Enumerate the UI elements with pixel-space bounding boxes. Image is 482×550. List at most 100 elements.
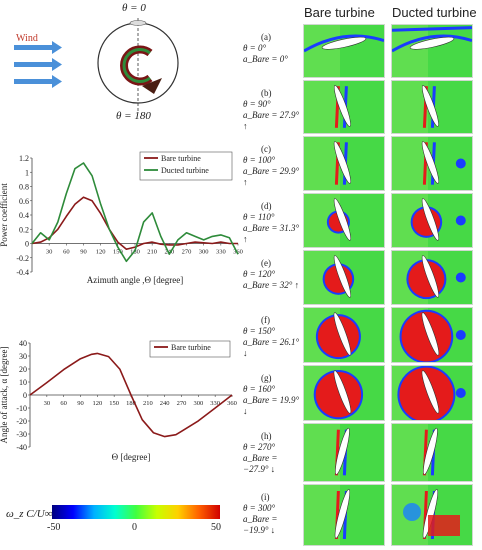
- airfoil: [333, 370, 352, 414]
- vortex-sheet: [304, 34, 384, 53]
- y-tick-label: 10: [19, 378, 27, 387]
- panel-theta: θ = 150°: [243, 326, 276, 336]
- y-tick-label: 40: [19, 339, 27, 348]
- x-tick-label: 240: [164, 249, 174, 256]
- legend-entry: Ducted turbine: [161, 166, 209, 175]
- flow-shade: [304, 25, 340, 77]
- colorbar-tick-max: 50: [211, 522, 221, 533]
- series-line-ducted: [31, 162, 239, 263]
- y-tick-label: 0: [25, 240, 29, 249]
- vorticity-field-ducted: [391, 24, 473, 78]
- vorticity-field-ducted: [391, 423, 473, 482]
- y-axis-label: Power coefficient: [0, 183, 9, 247]
- x-tick-label: 330: [210, 400, 220, 407]
- panel-theta: θ = 120°: [243, 269, 276, 279]
- y-tick-label: -0.2: [16, 254, 29, 263]
- x-tick-label: 210: [147, 249, 157, 256]
- vorticity-field-ducted: [391, 484, 473, 546]
- y-tick-label: 0: [23, 391, 27, 400]
- vorticity-field-bare: [303, 250, 385, 305]
- legend: [139, 151, 233, 181]
- flow-shade: [304, 424, 340, 481]
- legend-entry: Bare turbine: [161, 154, 201, 163]
- airfoil: [409, 36, 455, 50]
- angle-of-attack-chart: 40 30 20 10 0 -10 -20 -30 -40 30 60 90 120 150 180 210 2…: [0, 339, 237, 462]
- x-tick-label: 270: [182, 249, 192, 256]
- wind-label: Wind: [16, 33, 38, 44]
- x-tick-label: 300: [199, 249, 209, 256]
- y-tick-label: 0.6: [19, 197, 29, 206]
- vorticity-field-ducted: [391, 80, 473, 134]
- panel-label: (e) θ = 120° a_Bare = 32° ↑: [243, 258, 303, 291]
- theta-bottom-label: θ = 180: [116, 110, 151, 122]
- vorticity-field-bare: [303, 24, 385, 78]
- bare-turbine-header: Bare turbine: [304, 5, 375, 20]
- panel-theta: θ = 270°: [243, 442, 276, 452]
- x-tick-label: 360: [233, 249, 243, 256]
- airfoil: [333, 255, 351, 298]
- vorticity-field-bare: [303, 307, 385, 363]
- vorticity-field-bare: [303, 423, 385, 482]
- colorbar: [52, 505, 220, 519]
- panel-alpha: a_Bare = −19.9° ↓: [243, 514, 278, 535]
- panel-label: (f) θ = 150° a_Bare = 26.1° ↓: [243, 315, 303, 359]
- panel-alpha: a_Bare = 0°: [243, 54, 288, 64]
- panel-theta: θ = 0°: [243, 43, 267, 53]
- vorticity-field-bare: [303, 193, 385, 248]
- panel-label: (d) θ = 110° a_Bare = 31.3° ↑: [243, 201, 303, 245]
- panel-label: (a) θ = 0° a_Bare = 0°: [243, 32, 303, 65]
- panel-id: (b): [261, 88, 272, 98]
- duct-wall: [392, 26, 472, 32]
- y-tick-label: 20: [19, 365, 27, 374]
- panel-theta: θ = 160°: [243, 384, 276, 394]
- panel-label: (i) θ = 300° a_Bare = −19.9° ↓: [243, 492, 303, 536]
- vorticity-field-ducted: [391, 136, 473, 191]
- airfoil: [333, 312, 352, 356]
- panel-alpha: a_Bare = 27.9° ↑: [243, 110, 300, 131]
- vorticity-field-ducted: [391, 307, 473, 363]
- power-coefficient-chart: 1.2 1 0.8 0.6 0.4 0.2 0 -0.2 -0.4 30 60 90 120 150 180…: [0, 151, 243, 285]
- airfoil: [421, 198, 439, 241]
- panel-alpha: a_Bare = −27.9° ↓: [243, 453, 278, 474]
- y-tick-label: 1.2: [19, 154, 29, 163]
- panel-label: (g) θ = 160° a_Bare = 19.9° ↓: [243, 373, 303, 417]
- y-tick-label: 0.4: [19, 211, 29, 220]
- airfoil: [421, 255, 439, 298]
- flow-shade: [304, 485, 340, 545]
- airfoil: [333, 141, 351, 184]
- x-tick-label: 270: [177, 400, 187, 407]
- flow-shade: [392, 424, 428, 481]
- shed-vortex: [455, 215, 466, 226]
- y-tick-label: -10: [16, 404, 27, 413]
- y-tick-label: -40: [16, 443, 27, 452]
- wake-region: [428, 515, 460, 536]
- panel-id: (c): [261, 144, 271, 154]
- x-tick-label: 30: [44, 400, 51, 407]
- vorticity-field-ducted: [391, 193, 473, 248]
- vortex-core: [399, 367, 454, 420]
- y-tick-label: 1: [25, 168, 29, 177]
- x-tick-label: 360: [227, 400, 237, 407]
- x-axis-label: Θ [degree]: [112, 452, 151, 462]
- vorticity-field-ducted: [391, 250, 473, 305]
- colorbar-tick-mid: 0: [132, 522, 137, 533]
- x-tick-label: 180: [126, 400, 136, 407]
- y-tick-label: 0.8: [19, 183, 29, 192]
- y-axis-label: Angle of attack, α [degree]: [0, 347, 9, 444]
- airfoil: [334, 489, 351, 539]
- vorticity-field-bare: [303, 484, 385, 546]
- vorticity-field-bare: [303, 365, 385, 421]
- airfoil: [423, 427, 438, 475]
- airfoil: [421, 85, 439, 127]
- airfoil: [421, 370, 440, 414]
- panel-label: (b) θ = 90° a_Bare = 27.9° ↑: [243, 88, 303, 132]
- airfoil: [333, 85, 351, 127]
- x-tick-label: 60: [60, 400, 67, 407]
- panel-alpha: a_Bare = 26.1° ↓: [243, 337, 300, 358]
- colorbar-label: ω_z C/U∞: [6, 508, 53, 520]
- y-tick-label: -30: [16, 430, 27, 439]
- panel-id: (h): [261, 431, 272, 441]
- airfoil: [321, 36, 367, 50]
- shed-vortex: [455, 388, 466, 398]
- vorticity-field-ducted: [391, 365, 473, 421]
